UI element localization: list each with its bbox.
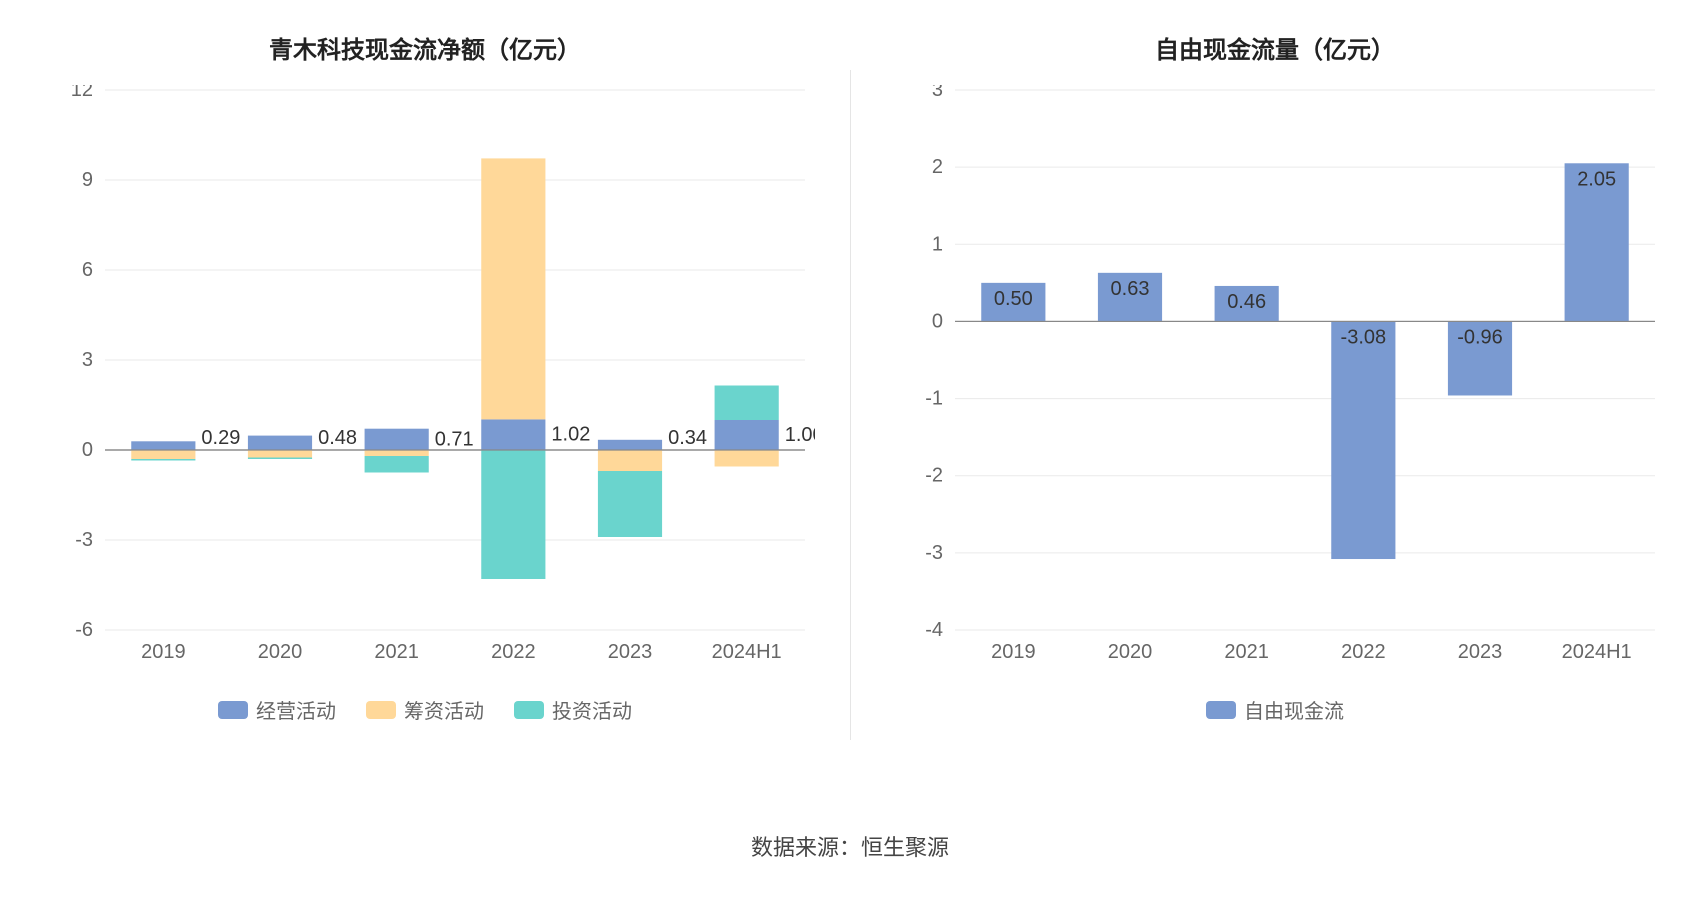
x-tick-label: 2022 xyxy=(491,641,536,663)
bar-value-label: 1.00 xyxy=(785,424,815,446)
left-chart-panel: 青木科技现金流净额（亿元） -6 -3 0 3 6 9 12 2019 2020 2021 2022… xyxy=(0,0,850,820)
x-tick-label: 2019 xyxy=(991,641,1036,663)
bar-segment xyxy=(481,158,545,419)
legend-label: 自由现金流 xyxy=(1244,695,1344,724)
data-source-footer: 数据来源：恒生聚源 xyxy=(0,830,1700,862)
legend-label: 投资活动 xyxy=(552,695,632,724)
bar-segment xyxy=(248,436,312,450)
y-tick-label: -3 xyxy=(925,542,943,564)
charts-row: 青木科技现金流净额（亿元） -6-30369122019202020212022… xyxy=(0,0,1700,820)
x-tick-label: 2023 xyxy=(1458,641,1503,663)
x-tick-label: 2022 xyxy=(1341,641,1386,663)
y-tick-label: 6 xyxy=(82,259,93,281)
bar-segment xyxy=(248,450,312,458)
bar-segment xyxy=(481,450,545,579)
bar-segment xyxy=(715,420,779,450)
bar-value-label: 0.34 xyxy=(668,427,707,449)
y-tick-label: 0 xyxy=(932,310,943,332)
bar-value-label: -3.08 xyxy=(1341,326,1387,348)
legend-label: 经营活动 xyxy=(256,695,336,724)
x-tick-label: 2023 xyxy=(608,641,653,663)
legend-item: 筹资活动 xyxy=(366,695,484,724)
legend-swatch xyxy=(1206,701,1236,719)
x-tick-label: 2020 xyxy=(258,641,303,663)
x-tick-label: 2021 xyxy=(374,641,419,663)
left-chart-svg: -6 -3 0 3 6 9 12 2019 2020 2021 2022 2023 2024H1 0.29… xyxy=(35,85,815,675)
bar-segment xyxy=(598,471,662,537)
bar-segment xyxy=(715,386,779,421)
legend-item: 自由现金流 xyxy=(1206,695,1344,724)
left-chart-title: 青木科技现金流净额（亿元） xyxy=(269,30,581,65)
bar-segment xyxy=(248,458,312,460)
x-tick-label: 2024H1 xyxy=(712,641,782,663)
legend-swatch xyxy=(218,701,248,719)
x-tick-label: 2019 xyxy=(141,641,186,663)
y-tick-label: 3 xyxy=(82,349,93,371)
bar-segment xyxy=(481,419,545,450)
right-chart-legend: 自由现金流 xyxy=(1206,695,1344,724)
y-tick-label: 3 xyxy=(932,85,943,101)
bar-value-label: 2.05 xyxy=(1577,168,1616,190)
y-tick-label: -3 xyxy=(75,529,93,551)
legend-item: 投资活动 xyxy=(514,695,632,724)
bar-value-label: -0.96 xyxy=(1457,326,1503,348)
bar-value-label: 0.29 xyxy=(201,427,240,449)
bar-segment xyxy=(365,450,429,456)
bar-segment xyxy=(365,429,429,450)
bar-value-label: 1.02 xyxy=(551,424,590,446)
left-chart-legend: 经营活动 筹资活动 投资活动 xyxy=(218,695,632,724)
legend-item: 经营活动 xyxy=(218,695,336,724)
y-tick-label: 2 xyxy=(932,156,943,178)
right-chart-svg: -4 -3 -2 -1 0 1 2 3 2019 2020 2021 2022 2023 2024H1 0.… xyxy=(885,85,1665,675)
x-tick-label: 2020 xyxy=(1108,641,1153,663)
y-tick-label: -2 xyxy=(925,465,943,487)
y-tick-label: 9 xyxy=(82,169,93,191)
y-tick-label: 0 xyxy=(82,439,93,461)
y-tick-label: -1 xyxy=(925,388,943,410)
bar-segment xyxy=(131,450,195,459)
bar-value-label: 0.46 xyxy=(1227,291,1266,313)
bar-segment xyxy=(131,459,195,461)
y-tick-label: 1 xyxy=(932,233,943,255)
right-chart-panel: 自由现金流量（亿元） -4 -3 -2 -1 0 1 2 3 2019 2020 2021 2022 2… xyxy=(850,0,1700,820)
bar-value-label: 0.71 xyxy=(435,428,474,450)
y-tick-label: -6 xyxy=(75,619,93,641)
bar-segment xyxy=(365,456,429,473)
legend-swatch xyxy=(514,701,544,719)
bar-segment xyxy=(131,441,195,450)
bar-segment xyxy=(598,440,662,450)
bar-segment xyxy=(715,450,779,467)
legend-label: 筹资活动 xyxy=(404,695,484,724)
bar-segment xyxy=(1331,321,1395,559)
x-tick-label: 2021 xyxy=(1224,641,1269,663)
bar-value-label: 0.48 xyxy=(318,427,357,449)
right-chart-title: 自由现金流量（亿元） xyxy=(1155,30,1395,65)
legend-swatch xyxy=(366,701,396,719)
y-tick-label: -4 xyxy=(925,619,943,641)
bar-value-label: 0.50 xyxy=(994,288,1033,310)
bar-value-label: 0.63 xyxy=(1111,278,1150,300)
x-tick-label: 2024H1 xyxy=(1562,641,1632,663)
y-tick-label: 12 xyxy=(71,85,93,101)
bar-segment xyxy=(598,450,662,471)
